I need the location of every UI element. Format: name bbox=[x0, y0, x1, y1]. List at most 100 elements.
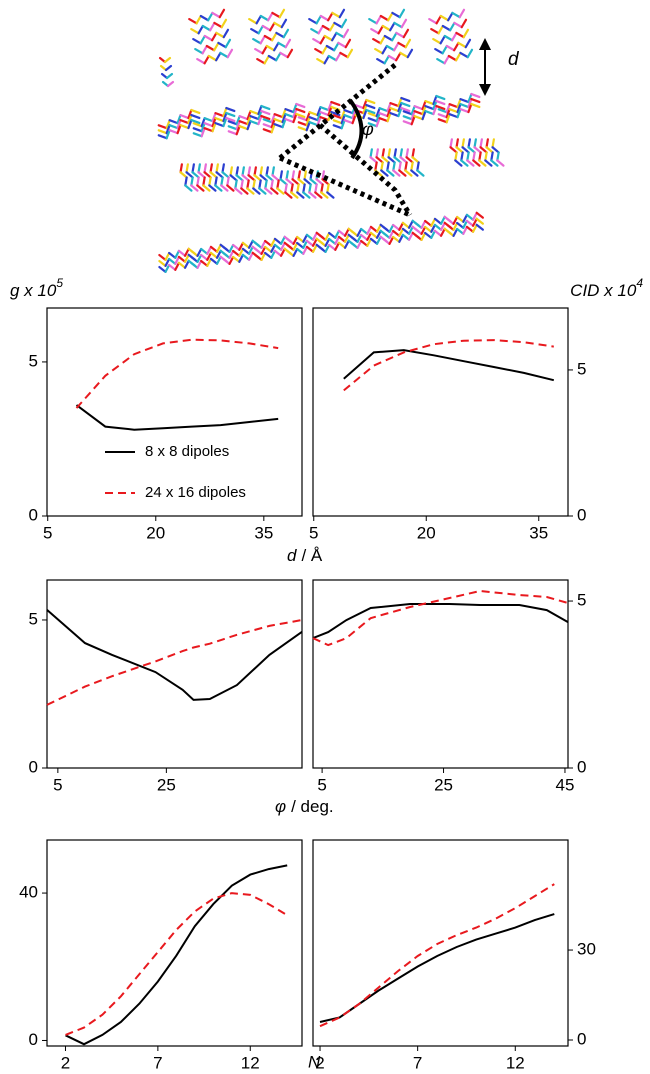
molecule-segment bbox=[200, 122, 206, 133]
legend-label: 24 x 16 dipoles bbox=[145, 484, 246, 501]
molecule-segment bbox=[305, 239, 315, 247]
series-line bbox=[46, 609, 303, 701]
molecule-segment bbox=[375, 223, 382, 233]
molecule-segment bbox=[430, 229, 437, 239]
molecule-segment bbox=[168, 124, 179, 130]
molecule-segment bbox=[284, 108, 295, 114]
molecule-segment bbox=[466, 159, 475, 167]
molecule-segment bbox=[163, 56, 172, 64]
molecule-segment bbox=[220, 176, 224, 187]
molecule-segment bbox=[400, 96, 411, 103]
molecule-segment bbox=[375, 148, 379, 159]
molecule-segment bbox=[305, 111, 311, 122]
molecule-segment bbox=[465, 219, 475, 227]
molecule-segment bbox=[264, 245, 273, 253]
molecule-segment bbox=[369, 156, 378, 164]
molecule-segment bbox=[365, 108, 376, 115]
molecule-segment bbox=[164, 251, 171, 261]
molecule-segment bbox=[328, 237, 337, 245]
molecule-segment bbox=[291, 170, 295, 181]
molecule-segment bbox=[374, 161, 378, 172]
molecule-segment bbox=[318, 233, 327, 241]
molecule-segment bbox=[337, 235, 347, 243]
molecule-segment bbox=[441, 44, 448, 55]
molecule-segment bbox=[284, 191, 293, 199]
molecule-segment bbox=[238, 125, 249, 131]
series-line bbox=[312, 603, 569, 640]
plot-frame bbox=[312, 579, 569, 769]
molecule-segment bbox=[308, 116, 319, 122]
molecule-segment bbox=[270, 237, 277, 247]
molecule-segment bbox=[377, 24, 384, 35]
y-tick-label: 30 bbox=[577, 940, 596, 959]
molecule-segment bbox=[460, 18, 468, 29]
molecule-segment bbox=[420, 231, 427, 241]
molecule-segment bbox=[356, 233, 363, 243]
plot-frame bbox=[312, 839, 569, 1047]
molecule-segment bbox=[222, 116, 228, 128]
molecule-segment bbox=[241, 166, 245, 177]
molecule-segment bbox=[246, 179, 250, 190]
molecule-segment bbox=[362, 98, 368, 110]
molecule-segment bbox=[455, 51, 462, 62]
molecule-segment bbox=[401, 221, 411, 229]
molecule-segment bbox=[356, 227, 363, 237]
molecule-segment bbox=[284, 113, 295, 119]
molecule-segment bbox=[316, 111, 322, 122]
molecule-segment bbox=[273, 249, 283, 257]
molecule-segment bbox=[337, 41, 347, 49]
molecule-segment bbox=[203, 122, 214, 128]
molecule-segment bbox=[446, 229, 455, 237]
molecule-segment bbox=[279, 51, 289, 59]
molecule-segment bbox=[449, 146, 458, 154]
plot-frame bbox=[46, 579, 303, 769]
molecule-segment bbox=[261, 44, 268, 55]
molecule-segment bbox=[435, 94, 446, 101]
molecule-segment bbox=[471, 211, 478, 221]
molecule-segment bbox=[447, 54, 458, 62]
molecule-segment bbox=[238, 120, 249, 126]
molecule-segment bbox=[183, 247, 190, 257]
series-line bbox=[75, 404, 279, 431]
molecule-segment bbox=[165, 72, 174, 80]
molecule-segment bbox=[467, 97, 473, 109]
molecule-segment bbox=[238, 247, 245, 257]
molecule-segment bbox=[319, 116, 330, 122]
molecule-segment bbox=[165, 129, 171, 140]
molecule-segment bbox=[382, 225, 391, 233]
molecule-segment bbox=[270, 118, 276, 129]
molecule-segment bbox=[168, 129, 179, 135]
molecule-segment bbox=[410, 115, 416, 126]
molecule-segment bbox=[241, 253, 251, 261]
molecule-segment bbox=[214, 122, 225, 128]
molecule-segment bbox=[400, 101, 411, 108]
molecule-segment bbox=[281, 113, 287, 124]
molecule-segment bbox=[330, 110, 341, 117]
molecule-segment bbox=[211, 31, 218, 42]
molecule-segment bbox=[241, 174, 250, 182]
y-label-text: g x 10 bbox=[10, 281, 57, 300]
molecule-segment bbox=[369, 237, 379, 245]
molecule-segment bbox=[430, 217, 437, 227]
molecule-segment bbox=[398, 8, 406, 19]
molecule-segment bbox=[222, 251, 231, 259]
molecule-segment bbox=[424, 110, 435, 116]
molecule-segment bbox=[433, 223, 443, 231]
molecule-segment bbox=[432, 99, 438, 111]
molecule-segment bbox=[393, 148, 397, 159]
molecule-segment bbox=[262, 128, 273, 134]
molecule-segment bbox=[343, 114, 354, 120]
y-axis-label-left: g x 105 bbox=[10, 276, 63, 300]
molecule-segment bbox=[246, 187, 255, 195]
series-line bbox=[65, 892, 288, 1036]
molecule-segment bbox=[164, 257, 171, 267]
molecule-segment bbox=[174, 249, 181, 259]
dotted-line bbox=[278, 63, 397, 160]
molecule-segment bbox=[333, 21, 343, 29]
x-label-var: φ bbox=[275, 797, 286, 816]
molecule-segment bbox=[258, 187, 267, 195]
molecule-segment bbox=[323, 34, 334, 42]
molecule-segment bbox=[314, 191, 323, 199]
molecule-segment bbox=[296, 241, 305, 249]
molecule-segment bbox=[199, 14, 210, 22]
